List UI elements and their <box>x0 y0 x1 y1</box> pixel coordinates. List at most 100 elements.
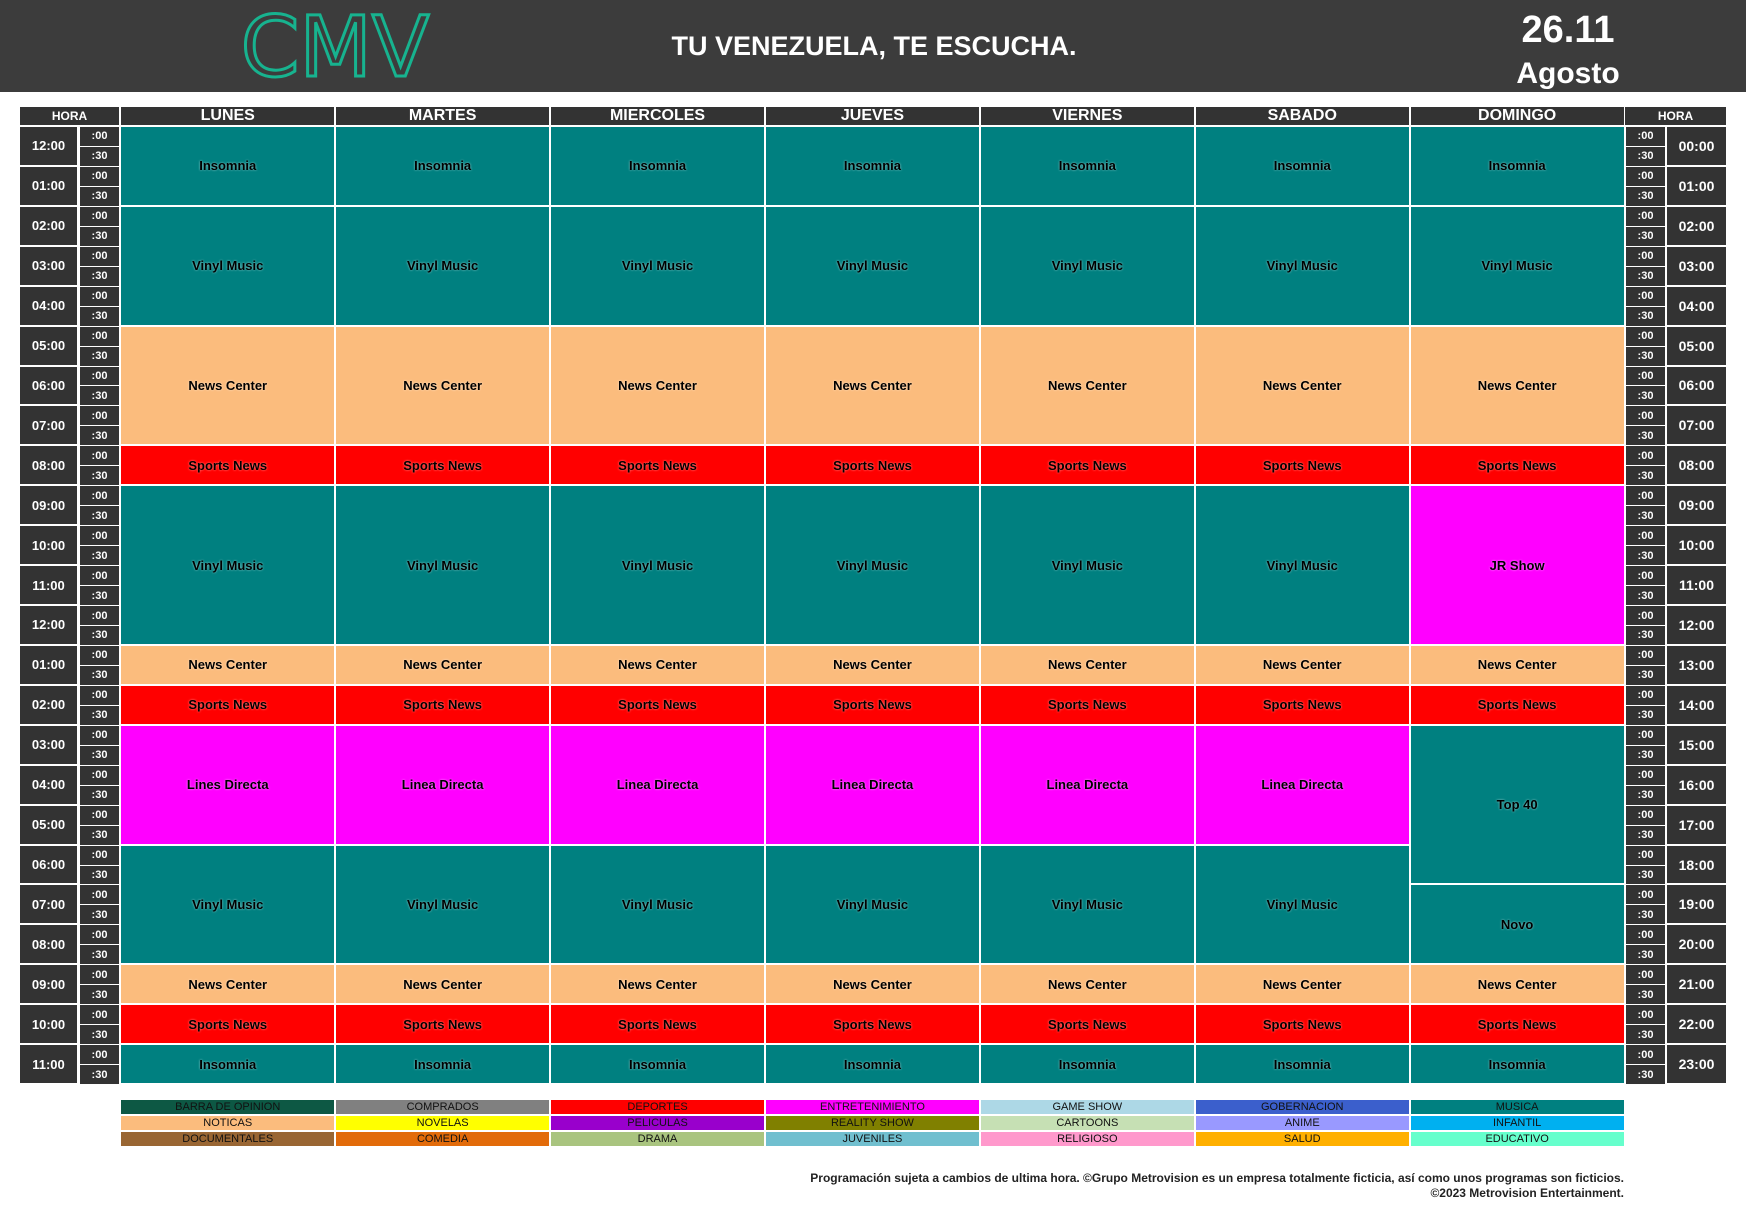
legend-item: COMPRADOS <box>335 1099 551 1115</box>
half-label: :00 <box>1626 326 1665 346</box>
program-block: Lines Directa <box>120 724 336 845</box>
program-block: Insomnia <box>765 1044 980 1085</box>
legend-item: SALUD <box>1194 1131 1410 1147</box>
hour-label: 02:00 <box>1667 206 1726 245</box>
half-label: :00 <box>1626 1005 1665 1025</box>
legend-item: GOBERNACION <box>1194 1099 1410 1115</box>
half-label: :30 <box>1626 266 1665 286</box>
half-label: :00 <box>80 1045 119 1065</box>
program-block: Sports News <box>120 684 336 725</box>
hour-label: 05:00 <box>20 326 77 365</box>
half-label: :30 <box>80 266 119 286</box>
half-label: :30 <box>80 386 119 406</box>
legend-item: DRAMA <box>550 1131 765 1147</box>
program-block: Sports News <box>1409 684 1625 725</box>
half-label: :30 <box>1626 985 1665 1005</box>
half-label: :30 <box>1626 1025 1665 1045</box>
hour-label: 08:00 <box>20 925 77 964</box>
program-block: Vinyl Music <box>765 485 980 645</box>
half-label: :30 <box>80 506 119 526</box>
program-block: News Center <box>335 644 551 685</box>
logo-text: CMV <box>241 8 430 88</box>
half-label: :00 <box>1626 885 1665 905</box>
half-label: :00 <box>80 606 119 625</box>
program-block: News Center <box>550 325 765 446</box>
hour-label: 07:00 <box>20 406 77 445</box>
half-label: :00 <box>80 446 119 466</box>
legend-item: GAME SHOW <box>979 1099 1195 1115</box>
program-block: Insomnia <box>979 1044 1195 1085</box>
half-label: :30 <box>80 426 119 446</box>
program-block: News Center <box>979 644 1195 685</box>
half-label: :00 <box>1626 566 1665 586</box>
hour-label: 09:00 <box>20 965 77 1004</box>
half-label: :00 <box>1626 206 1665 226</box>
day-heading: LUNES <box>121 107 335 125</box>
legend-item: PELICULAS <box>550 1115 765 1131</box>
program-block: Vinyl Music <box>765 844 980 965</box>
hour-label: 09:00 <box>20 486 77 525</box>
half-label: :00 <box>1626 965 1665 985</box>
half-label: :30 <box>1626 905 1665 925</box>
program-block: Insomnia <box>120 126 336 206</box>
half-label: :30 <box>80 705 119 725</box>
program-block: News Center <box>120 644 336 685</box>
program-block: News Center <box>1194 644 1410 685</box>
program-block: Vinyl Music <box>765 205 980 326</box>
half-label: :00 <box>1626 606 1665 625</box>
hour-label: 07:00 <box>20 885 77 924</box>
program-block: Sports News <box>550 1004 765 1045</box>
half-label: :00 <box>80 127 119 146</box>
day-heading: VIERNES <box>980 107 1194 125</box>
program-block: JR Show <box>1409 485 1625 645</box>
half-label: :30 <box>1626 865 1665 885</box>
hour-heading: HORA <box>20 107 119 125</box>
program-block: Vinyl Music <box>550 205 765 326</box>
hour-label: 10:00 <box>20 526 77 565</box>
program-block: Vinyl Music <box>120 205 336 326</box>
hour-label: 00:00 <box>1667 127 1726 165</box>
half-label: :30 <box>1626 146 1665 166</box>
hour-label: 04:00 <box>1667 286 1726 325</box>
program-block: Vinyl Music <box>335 485 551 645</box>
program-block: Insomnia <box>1409 126 1625 206</box>
hour-label: 12:00 <box>1667 606 1726 644</box>
hour-label: 10:00 <box>20 1005 77 1044</box>
program-block: News Center <box>550 644 765 685</box>
half-label: :00 <box>80 366 119 386</box>
hour-label: 12:00 <box>20 127 77 165</box>
half-label: :30 <box>1626 586 1665 606</box>
half-label: :00 <box>1626 1045 1665 1065</box>
program-block: Sports News <box>765 684 980 725</box>
half-label: :00 <box>80 286 119 306</box>
program-block: Sports News <box>979 684 1195 725</box>
program-block: Sports News <box>979 1004 1195 1045</box>
half-label: :30 <box>80 546 119 566</box>
half-label: :30 <box>1626 1065 1665 1085</box>
logo: CMV <box>239 8 431 88</box>
program-block: Insomnia <box>335 1044 551 1085</box>
half-label: :30 <box>80 186 119 206</box>
half-label: :00 <box>80 526 119 546</box>
half-label: :30 <box>1626 186 1665 206</box>
legend-item: NOVELAS <box>335 1115 551 1131</box>
program-block: Vinyl Music <box>1194 844 1410 965</box>
program-block: Sports News <box>550 684 765 725</box>
program-block: Sports News <box>335 445 551 486</box>
half-label: :00 <box>1626 845 1665 865</box>
legend-item: BARRA DE OPINION <box>120 1099 336 1115</box>
program-block: News Center <box>1409 644 1625 685</box>
program-block: Sports News <box>979 445 1195 486</box>
hour-label: 04:00 <box>20 765 77 804</box>
legend-item: EDUCATIVO <box>1409 1131 1625 1147</box>
program-block: Linea Directa <box>335 724 551 845</box>
half-label: :00 <box>1626 685 1665 705</box>
half-label: :30 <box>80 466 119 486</box>
half-label: :00 <box>1626 925 1665 945</box>
half-label: :00 <box>80 725 119 745</box>
hour-label: 04:00 <box>20 286 77 325</box>
half-label: :30 <box>1626 306 1665 326</box>
day-heading: DOMINGO <box>1410 107 1624 125</box>
half-label: :00 <box>80 406 119 426</box>
program-block: Linea Directa <box>1194 724 1410 845</box>
